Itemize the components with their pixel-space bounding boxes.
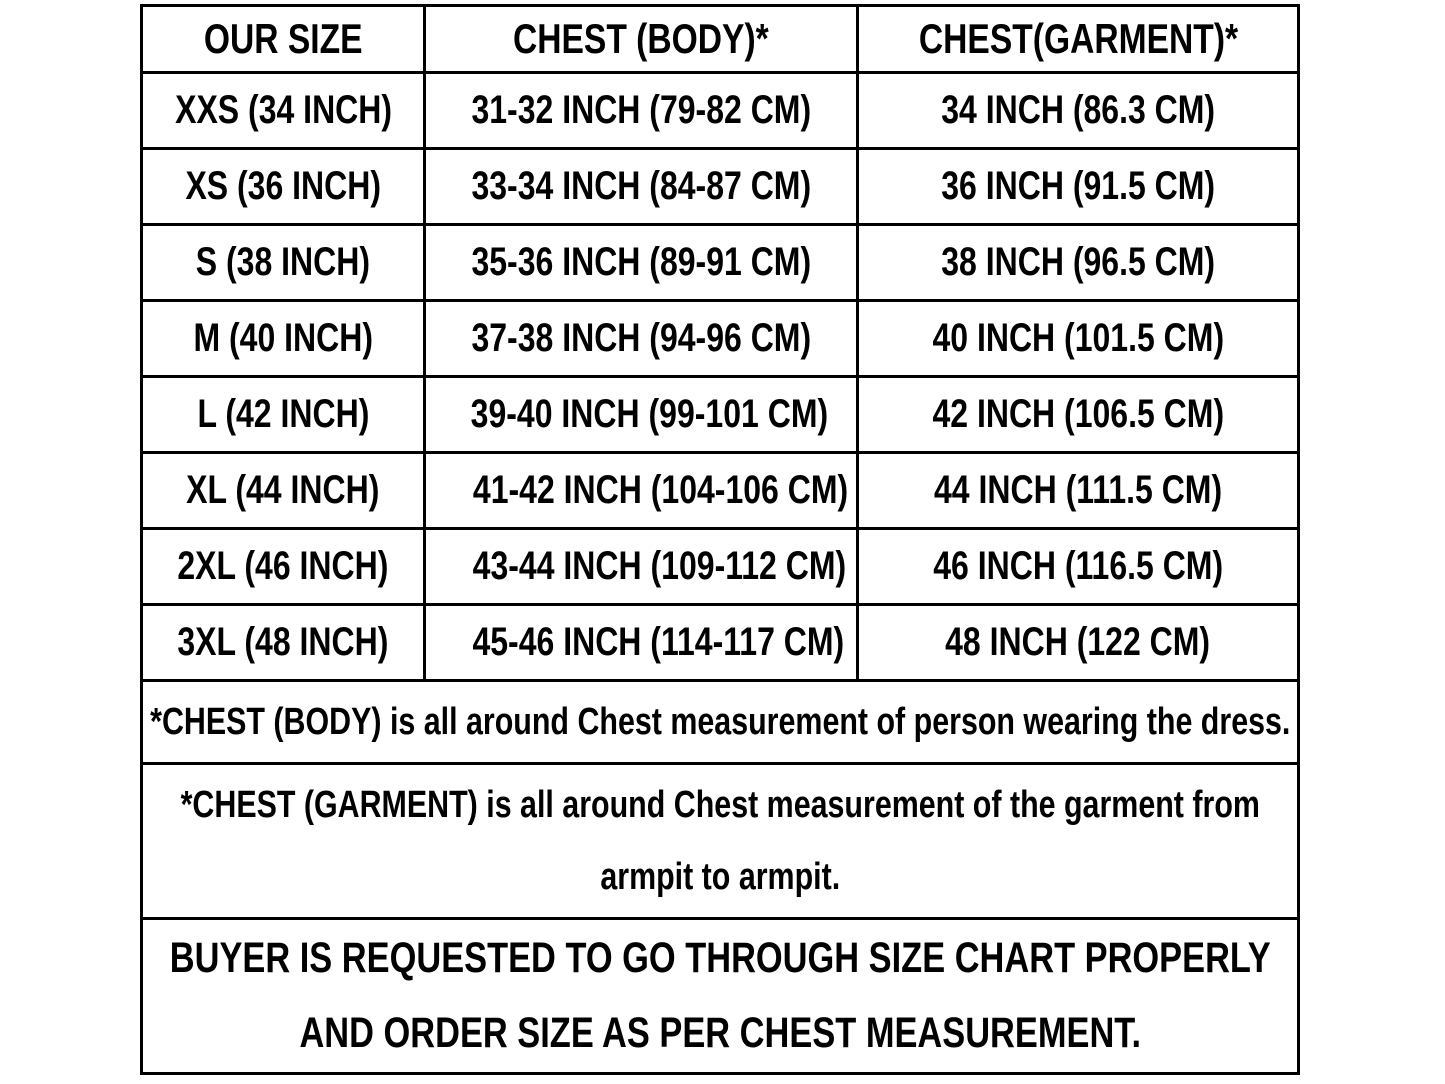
chest-body-cell: 45-46 INCH (114-117 CM)	[423, 603, 860, 682]
note-chest-garment: *CHEST (GARMENT) is all around Chest mea…	[140, 762, 1300, 920]
chest-garment-cell: 48 INCH (122 CM)	[856, 603, 1300, 682]
table-row-3xl: 3XL (48 INCH) 45-46 INCH (114-117 CM) 48…	[139, 603, 1300, 682]
size-cell: M (40 INCH)	[139, 299, 427, 378]
table-row-xs: XS (36 INCH) 33-34 INCH (84-87 CM) 36 IN…	[139, 147, 1300, 226]
table-row-m: M (40 INCH) 37-38 INCH (94-96 CM) 40 INC…	[139, 299, 1300, 378]
note-buyer-request: BUYER IS REQUESTED TO GO THROUGH SIZE CH…	[140, 917, 1300, 1075]
chest-body-cell: 37-38 INCH (94-96 CM)	[423, 299, 860, 378]
chest-garment-cell: 40 INCH (101.5 CM)	[856, 299, 1300, 378]
chest-garment-cell: 34 INCH (86.3 CM)	[856, 71, 1300, 150]
size-cell: XL (44 INCH)	[139, 451, 427, 530]
chest-body-cell: 31-32 INCH (79-82 CM)	[423, 71, 860, 150]
size-chart-table: OUR SIZE CHEST (BODY)* CHEST(GARMENT)* X…	[139, 4, 1300, 1075]
chest-body-cell: 33-34 INCH (84-87 CM)	[423, 147, 860, 226]
size-cell: XXS (34 INCH)	[139, 71, 427, 150]
chest-garment-cell: 46 INCH (116.5 CM)	[856, 527, 1300, 606]
size-cell: 2XL (46 INCH)	[139, 527, 427, 606]
note-row-chest-garment: *CHEST (GARMENT) is all around Chest mea…	[140, 762, 1300, 920]
note-row-buyer-request: BUYER IS REQUESTED TO GO THROUGH SIZE CH…	[140, 917, 1300, 1075]
size-cell: L (42 INCH)	[139, 375, 427, 454]
chest-body-cell: 35-36 INCH (89-91 CM)	[423, 223, 860, 302]
size-cell: S (38 INCH)	[139, 223, 427, 302]
chest-body-cell: 43-44 INCH (109-112 CM)	[423, 527, 860, 606]
note-chest-body: *CHEST (BODY) is all around Chest measur…	[140, 679, 1300, 765]
chest-garment-cell: 44 INCH (111.5 CM)	[856, 451, 1300, 530]
chest-body-cell: 41-42 INCH (104-106 CM)	[423, 451, 860, 530]
size-cell: 3XL (48 INCH)	[139, 603, 427, 682]
table-header-row: OUR SIZE CHEST (BODY)* CHEST(GARMENT)*	[139, 4, 1300, 74]
size-cell: XS (36 INCH)	[139, 147, 427, 226]
header-chest-garment: CHEST(GARMENT)*	[856, 4, 1300, 74]
table-row-l: L (42 INCH) 39-40 INCH (99-101 CM) 42 IN…	[139, 375, 1300, 454]
chest-garment-cell: 42 INCH (106.5 CM)	[856, 375, 1300, 454]
table-row-2xl: 2XL (46 INCH) 43-44 INCH (109-112 CM) 46…	[139, 527, 1300, 606]
chest-garment-cell: 36 INCH (91.5 CM)	[856, 147, 1300, 226]
header-our-size: OUR SIZE	[139, 4, 427, 74]
chest-garment-cell: 38 INCH (96.5 CM)	[856, 223, 1300, 302]
chest-body-cell: 39-40 INCH (99-101 CM)	[423, 375, 860, 454]
table-row-s: S (38 INCH) 35-36 INCH (89-91 CM) 38 INC…	[139, 223, 1300, 302]
header-chest-body: CHEST (BODY)*	[423, 4, 860, 74]
table-row-xl: XL (44 INCH) 41-42 INCH (104-106 CM) 44 …	[139, 451, 1300, 530]
note-row-chest-body: *CHEST (BODY) is all around Chest measur…	[140, 679, 1300, 765]
table-row-xxs: XXS (34 INCH) 31-32 INCH (79-82 CM) 34 I…	[139, 71, 1300, 150]
